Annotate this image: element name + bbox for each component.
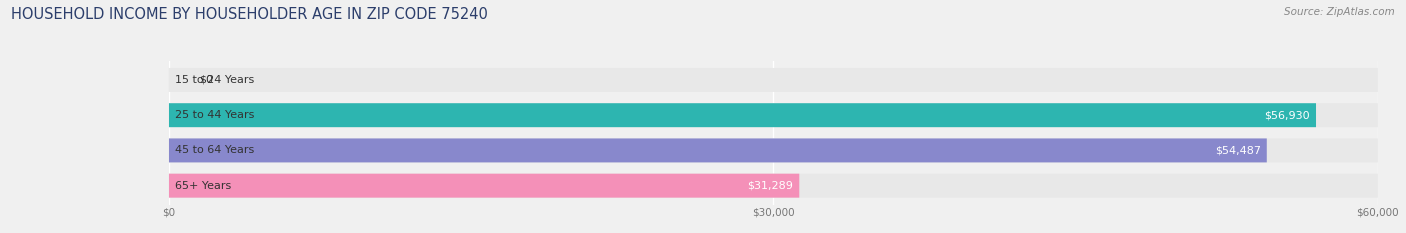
FancyBboxPatch shape	[169, 138, 1378, 162]
FancyBboxPatch shape	[169, 103, 1378, 127]
FancyBboxPatch shape	[169, 174, 1378, 198]
Text: HOUSEHOLD INCOME BY HOUSEHOLDER AGE IN ZIP CODE 75240: HOUSEHOLD INCOME BY HOUSEHOLDER AGE IN Z…	[11, 7, 488, 22]
Text: 45 to 64 Years: 45 to 64 Years	[174, 145, 254, 155]
Text: $56,930: $56,930	[1264, 110, 1310, 120]
Text: 65+ Years: 65+ Years	[174, 181, 231, 191]
FancyBboxPatch shape	[169, 138, 1267, 162]
Text: $31,289: $31,289	[748, 181, 793, 191]
FancyBboxPatch shape	[169, 174, 799, 198]
Text: 15 to 24 Years: 15 to 24 Years	[174, 75, 254, 85]
Text: 25 to 44 Years: 25 to 44 Years	[174, 110, 254, 120]
Text: $54,487: $54,487	[1215, 145, 1261, 155]
Text: Source: ZipAtlas.com: Source: ZipAtlas.com	[1284, 7, 1395, 17]
FancyBboxPatch shape	[169, 68, 1378, 92]
FancyBboxPatch shape	[169, 103, 1316, 127]
Text: $0: $0	[200, 75, 212, 85]
